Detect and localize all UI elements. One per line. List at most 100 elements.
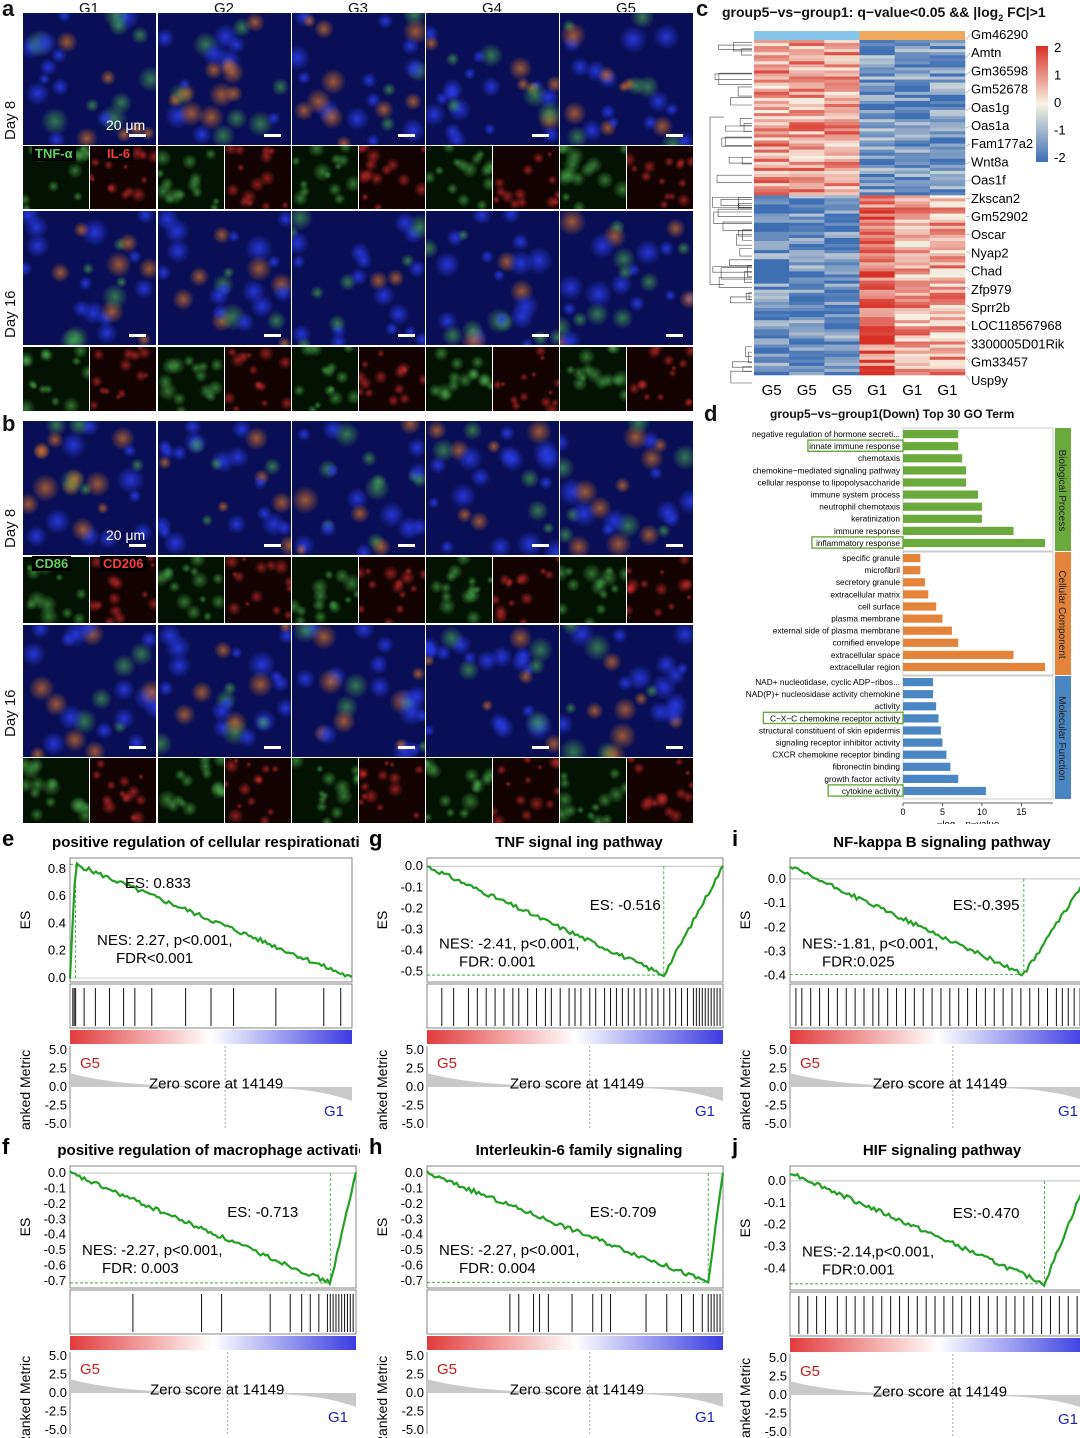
g1-label: G1 xyxy=(1058,1411,1078,1428)
heatmap-cell xyxy=(930,159,965,162)
heatmap-cell xyxy=(789,125,824,128)
heatmap-cell xyxy=(824,201,859,204)
heatmap-cell xyxy=(824,320,859,323)
heatmap-cell xyxy=(895,259,930,262)
b-red-G5-d16 xyxy=(626,757,694,824)
go-term-label: inflammatory response xyxy=(816,538,900,548)
heatmap-cell xyxy=(930,43,965,46)
heatmap-legend-bar xyxy=(1036,46,1048,162)
heatmap-cell xyxy=(754,95,789,98)
heatmap-cell xyxy=(930,317,965,320)
heatmap-cell xyxy=(754,290,789,293)
heatmap-cell xyxy=(824,281,859,284)
heatmap-cell xyxy=(860,314,895,317)
gsea-title: NF-kappa B signaling pathway xyxy=(833,834,1051,851)
heatmap-cell xyxy=(754,74,789,77)
heatmap-col-label-2: G5 xyxy=(832,382,852,399)
heatmap-cell xyxy=(895,329,930,332)
nes-value: NES: -2.27, p<0.001, xyxy=(439,1242,580,1259)
heatmap-cell xyxy=(930,201,965,204)
heatmap-cell xyxy=(895,101,930,104)
heatmap-cell xyxy=(754,220,789,223)
es-y-tick: -0.1 xyxy=(401,879,423,894)
heatmap-cell xyxy=(895,104,930,107)
heatmap-cell xyxy=(824,156,859,159)
heatmap-cell xyxy=(860,137,895,140)
heatmap-cell xyxy=(789,342,824,345)
heatmap-cell xyxy=(860,335,895,338)
heatmap-cell xyxy=(824,317,859,320)
gene-label-Gm36598: Gm36598 xyxy=(971,63,1028,78)
heatmap-cell xyxy=(789,360,824,363)
heatmap-cell xyxy=(754,77,789,80)
heatmap-cell xyxy=(824,299,859,302)
heatmap-cell xyxy=(860,49,895,52)
panel-label-b: b xyxy=(2,411,15,437)
heatmap-cell xyxy=(860,278,895,281)
heatmap-cell xyxy=(860,354,895,357)
b-green-G1-d16 xyxy=(22,757,90,824)
es-axis-label: ES xyxy=(737,1219,753,1238)
heatmap-cell xyxy=(930,372,965,375)
heatmap-cell xyxy=(860,40,895,43)
go-bar xyxy=(903,702,936,710)
heatmap-cell xyxy=(860,77,895,80)
heatmap-cell xyxy=(824,147,859,150)
gene-label-Amtn: Amtn xyxy=(971,45,1001,60)
heatmap-cell xyxy=(754,86,789,89)
heatmap-cell xyxy=(789,89,824,92)
heatmap-cell xyxy=(860,183,895,186)
dendrogram-branch xyxy=(725,137,752,145)
heatmap-cell xyxy=(930,360,965,363)
heatmap-cell xyxy=(860,320,895,323)
heatmap-cell xyxy=(930,89,965,92)
scale-bar xyxy=(129,746,146,749)
heatmap-cell xyxy=(860,134,895,137)
heatmap-cell xyxy=(860,244,895,247)
heatmap-cell xyxy=(824,311,859,314)
heatmap-cell xyxy=(824,189,859,192)
heatmap-cell xyxy=(860,284,895,287)
heatmap-cell xyxy=(789,131,824,134)
heatmap-cell xyxy=(895,281,930,284)
heatmap-cell xyxy=(895,183,930,186)
go-x-axis-label: −log10 p−value xyxy=(937,819,999,824)
heatmap-cell xyxy=(930,116,965,119)
go-term-label: secretory granule xyxy=(836,577,900,587)
go-term-label: immune system process xyxy=(811,490,900,500)
heatmap-cell xyxy=(930,70,965,73)
heatmap-cell xyxy=(930,58,965,61)
heatmap-cell xyxy=(860,342,895,345)
heatmap-cell xyxy=(789,171,824,174)
heatmap-cell xyxy=(895,119,930,122)
heatmap-cell xyxy=(860,326,895,329)
panel-label-g: g xyxy=(369,828,382,851)
heatmap-cell xyxy=(824,345,859,348)
nes-value: NES:-2.14,p<0.001, xyxy=(802,1244,934,1261)
heatmap-cell xyxy=(895,265,930,268)
gsea-title: TNF signal ing pathway xyxy=(495,834,663,851)
go-term-label: keratinization xyxy=(851,514,900,524)
go-bar xyxy=(903,615,942,623)
rank-y-tick: 2.5 xyxy=(406,1061,424,1076)
go-bar xyxy=(903,739,942,747)
heatmap-cell xyxy=(930,214,965,217)
gene-label-Oas1a: Oas1a xyxy=(971,118,1010,133)
go-term-label: cell surface xyxy=(858,601,900,611)
heatmap-cell xyxy=(930,241,965,244)
go-term-label: CXCR chemokine receptor binding xyxy=(772,750,900,760)
heatmap-cell xyxy=(754,256,789,259)
heatmap-cell xyxy=(930,335,965,338)
heatmap-cell xyxy=(789,144,824,147)
heatmap-cell xyxy=(895,201,930,204)
heatmap-cell xyxy=(895,55,930,58)
heatmap-cell xyxy=(789,302,824,305)
ranked-metric-label: Ranked Metric xyxy=(17,1050,33,1130)
heatmap-cell xyxy=(895,122,930,125)
heatmap-cell xyxy=(789,265,824,268)
rank-gradient-bar xyxy=(70,1030,352,1044)
es-y-tick: -0.4 xyxy=(44,1227,66,1242)
heatmap-cell xyxy=(789,293,824,296)
heatmap-cell xyxy=(824,195,859,198)
heatmap-cell xyxy=(860,351,895,354)
